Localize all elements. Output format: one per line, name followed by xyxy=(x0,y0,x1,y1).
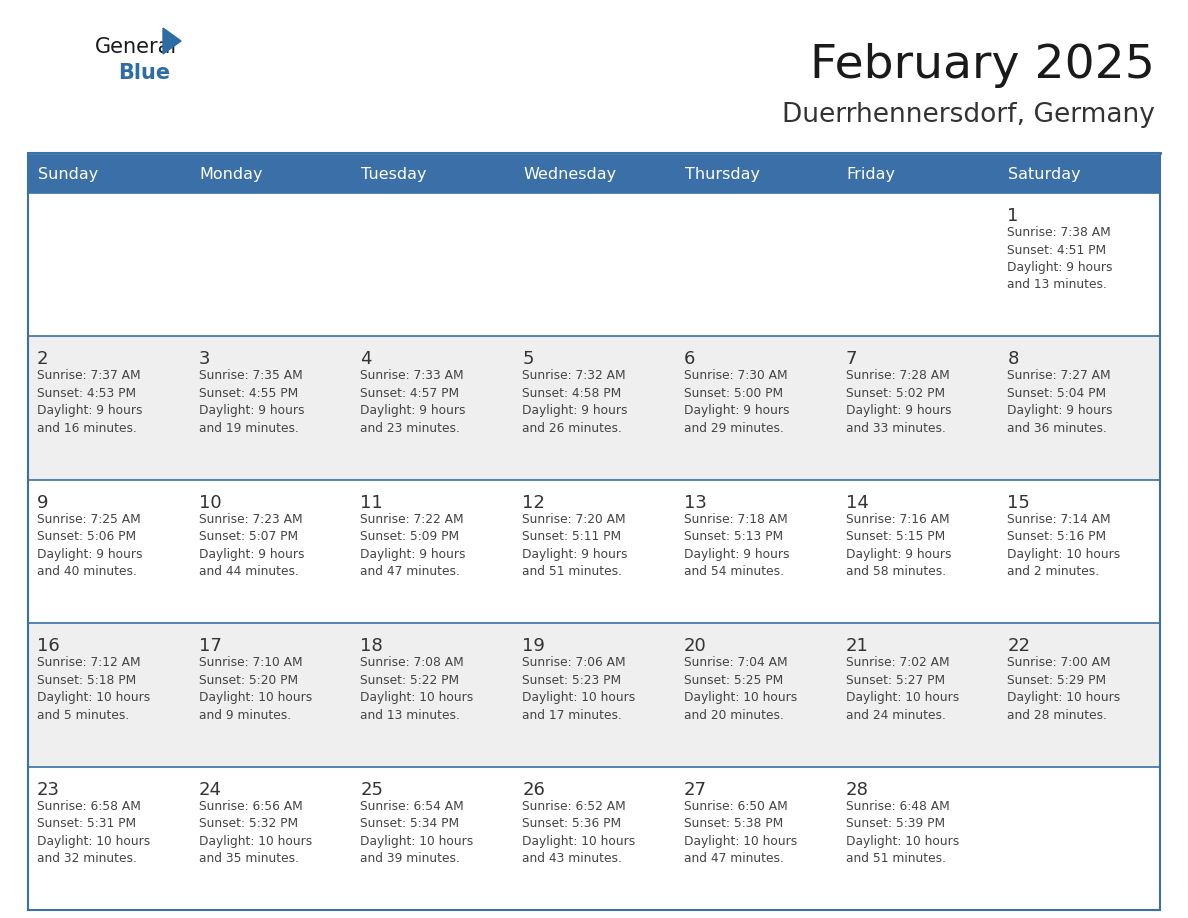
Bar xyxy=(29,153,1159,910)
Text: Thursday: Thursday xyxy=(684,166,760,182)
Text: 12: 12 xyxy=(523,494,545,512)
Text: February 2025: February 2025 xyxy=(810,42,1155,87)
Text: Sunrise: 7:08 AM
Sunset: 5:22 PM
Daylight: 10 hours
and 13 minutes.: Sunrise: 7:08 AM Sunset: 5:22 PM Dayligh… xyxy=(360,656,474,722)
Text: Sunrise: 6:52 AM
Sunset: 5:36 PM
Daylight: 10 hours
and 43 minutes.: Sunrise: 6:52 AM Sunset: 5:36 PM Dayligh… xyxy=(523,800,636,865)
Text: 20: 20 xyxy=(684,637,707,655)
Text: 16: 16 xyxy=(37,637,59,655)
Text: 27: 27 xyxy=(684,780,707,799)
Text: 23: 23 xyxy=(37,780,61,799)
Text: Wednesday: Wednesday xyxy=(523,166,617,182)
Bar xyxy=(352,155,513,193)
Bar xyxy=(29,623,1159,767)
Text: 7: 7 xyxy=(846,351,857,368)
Text: Sunrise: 7:02 AM
Sunset: 5:27 PM
Daylight: 10 hours
and 24 minutes.: Sunrise: 7:02 AM Sunset: 5:27 PM Dayligh… xyxy=(846,656,959,722)
Text: Monday: Monday xyxy=(200,166,264,182)
Text: 28: 28 xyxy=(846,780,868,799)
Text: 24: 24 xyxy=(198,780,222,799)
Text: Sunrise: 7:18 AM
Sunset: 5:13 PM
Daylight: 9 hours
and 54 minutes.: Sunrise: 7:18 AM Sunset: 5:13 PM Dayligh… xyxy=(684,513,789,578)
Text: 13: 13 xyxy=(684,494,707,512)
Text: 3: 3 xyxy=(198,351,210,368)
Text: Sunrise: 7:20 AM
Sunset: 5:11 PM
Daylight: 9 hours
and 51 minutes.: Sunrise: 7:20 AM Sunset: 5:11 PM Dayligh… xyxy=(523,513,627,578)
Text: Sunrise: 7:06 AM
Sunset: 5:23 PM
Daylight: 10 hours
and 17 minutes.: Sunrise: 7:06 AM Sunset: 5:23 PM Dayligh… xyxy=(523,656,636,722)
Text: 26: 26 xyxy=(523,780,545,799)
Text: Sunrise: 7:30 AM
Sunset: 5:00 PM
Daylight: 9 hours
and 29 minutes.: Sunrise: 7:30 AM Sunset: 5:00 PM Dayligh… xyxy=(684,369,789,435)
Text: 9: 9 xyxy=(37,494,49,512)
Text: 14: 14 xyxy=(846,494,868,512)
Bar xyxy=(29,336,1159,480)
Text: Sunrise: 7:16 AM
Sunset: 5:15 PM
Daylight: 9 hours
and 58 minutes.: Sunrise: 7:16 AM Sunset: 5:15 PM Dayligh… xyxy=(846,513,952,578)
Bar xyxy=(29,480,1159,623)
Text: Sunrise: 7:35 AM
Sunset: 4:55 PM
Daylight: 9 hours
and 19 minutes.: Sunrise: 7:35 AM Sunset: 4:55 PM Dayligh… xyxy=(198,369,304,435)
Text: Sunrise: 7:23 AM
Sunset: 5:07 PM
Daylight: 9 hours
and 44 minutes.: Sunrise: 7:23 AM Sunset: 5:07 PM Dayligh… xyxy=(198,513,304,578)
Bar xyxy=(836,155,998,193)
Bar xyxy=(190,155,352,193)
Text: Sunrise: 6:56 AM
Sunset: 5:32 PM
Daylight: 10 hours
and 35 minutes.: Sunrise: 6:56 AM Sunset: 5:32 PM Dayligh… xyxy=(198,800,312,865)
Text: 17: 17 xyxy=(198,637,222,655)
Text: Sunrise: 7:14 AM
Sunset: 5:16 PM
Daylight: 10 hours
and 2 minutes.: Sunrise: 7:14 AM Sunset: 5:16 PM Dayligh… xyxy=(1007,513,1120,578)
Text: 4: 4 xyxy=(360,351,372,368)
Bar xyxy=(29,155,190,193)
Bar xyxy=(29,193,1159,336)
Text: Sunrise: 7:32 AM
Sunset: 4:58 PM
Daylight: 9 hours
and 26 minutes.: Sunrise: 7:32 AM Sunset: 4:58 PM Dayligh… xyxy=(523,369,627,435)
Text: Sunrise: 6:50 AM
Sunset: 5:38 PM
Daylight: 10 hours
and 47 minutes.: Sunrise: 6:50 AM Sunset: 5:38 PM Dayligh… xyxy=(684,800,797,865)
Text: 19: 19 xyxy=(523,637,545,655)
Text: Sunrise: 7:38 AM
Sunset: 4:51 PM
Daylight: 9 hours
and 13 minutes.: Sunrise: 7:38 AM Sunset: 4:51 PM Dayligh… xyxy=(1007,226,1113,292)
Text: Friday: Friday xyxy=(847,166,896,182)
Text: 8: 8 xyxy=(1007,351,1018,368)
Text: Sunrise: 7:10 AM
Sunset: 5:20 PM
Daylight: 10 hours
and 9 minutes.: Sunrise: 7:10 AM Sunset: 5:20 PM Dayligh… xyxy=(198,656,312,722)
Text: Blue: Blue xyxy=(118,63,170,83)
Text: Sunday: Sunday xyxy=(38,166,99,182)
Text: General: General xyxy=(95,37,177,57)
Bar xyxy=(29,767,1159,910)
Text: Sunrise: 7:12 AM
Sunset: 5:18 PM
Daylight: 10 hours
and 5 minutes.: Sunrise: 7:12 AM Sunset: 5:18 PM Dayligh… xyxy=(37,656,150,722)
Text: 2: 2 xyxy=(37,351,49,368)
Text: Duerrhennersdorf, Germany: Duerrhennersdorf, Germany xyxy=(782,102,1155,128)
Text: Sunrise: 7:25 AM
Sunset: 5:06 PM
Daylight: 9 hours
and 40 minutes.: Sunrise: 7:25 AM Sunset: 5:06 PM Dayligh… xyxy=(37,513,143,578)
Text: Sunrise: 7:28 AM
Sunset: 5:02 PM
Daylight: 9 hours
and 33 minutes.: Sunrise: 7:28 AM Sunset: 5:02 PM Dayligh… xyxy=(846,369,952,435)
Text: Sunrise: 6:58 AM
Sunset: 5:31 PM
Daylight: 10 hours
and 32 minutes.: Sunrise: 6:58 AM Sunset: 5:31 PM Dayligh… xyxy=(37,800,150,865)
Text: Sunrise: 7:00 AM
Sunset: 5:29 PM
Daylight: 10 hours
and 28 minutes.: Sunrise: 7:00 AM Sunset: 5:29 PM Dayligh… xyxy=(1007,656,1120,722)
Bar xyxy=(513,155,675,193)
Bar xyxy=(675,155,836,193)
Text: 22: 22 xyxy=(1007,637,1030,655)
Text: 25: 25 xyxy=(360,780,384,799)
Text: Sunrise: 6:48 AM
Sunset: 5:39 PM
Daylight: 10 hours
and 51 minutes.: Sunrise: 6:48 AM Sunset: 5:39 PM Dayligh… xyxy=(846,800,959,865)
Text: Sunrise: 7:37 AM
Sunset: 4:53 PM
Daylight: 9 hours
and 16 minutes.: Sunrise: 7:37 AM Sunset: 4:53 PM Dayligh… xyxy=(37,369,143,435)
Text: 1: 1 xyxy=(1007,207,1018,225)
Text: Tuesday: Tuesday xyxy=(361,166,426,182)
Polygon shape xyxy=(163,28,181,54)
Text: 11: 11 xyxy=(360,494,384,512)
Text: Sunrise: 7:04 AM
Sunset: 5:25 PM
Daylight: 10 hours
and 20 minutes.: Sunrise: 7:04 AM Sunset: 5:25 PM Dayligh… xyxy=(684,656,797,722)
Text: 5: 5 xyxy=(523,351,533,368)
Text: 15: 15 xyxy=(1007,494,1030,512)
Text: 21: 21 xyxy=(846,637,868,655)
Text: 18: 18 xyxy=(360,637,384,655)
Text: Sunrise: 7:22 AM
Sunset: 5:09 PM
Daylight: 9 hours
and 47 minutes.: Sunrise: 7:22 AM Sunset: 5:09 PM Dayligh… xyxy=(360,513,466,578)
Text: 10: 10 xyxy=(198,494,221,512)
Text: Sunrise: 7:27 AM
Sunset: 5:04 PM
Daylight: 9 hours
and 36 minutes.: Sunrise: 7:27 AM Sunset: 5:04 PM Dayligh… xyxy=(1007,369,1113,435)
Text: 6: 6 xyxy=(684,351,695,368)
Bar xyxy=(998,155,1159,193)
Text: Sunrise: 6:54 AM
Sunset: 5:34 PM
Daylight: 10 hours
and 39 minutes.: Sunrise: 6:54 AM Sunset: 5:34 PM Dayligh… xyxy=(360,800,474,865)
Text: Saturday: Saturday xyxy=(1009,166,1081,182)
Text: Sunrise: 7:33 AM
Sunset: 4:57 PM
Daylight: 9 hours
and 23 minutes.: Sunrise: 7:33 AM Sunset: 4:57 PM Dayligh… xyxy=(360,369,466,435)
